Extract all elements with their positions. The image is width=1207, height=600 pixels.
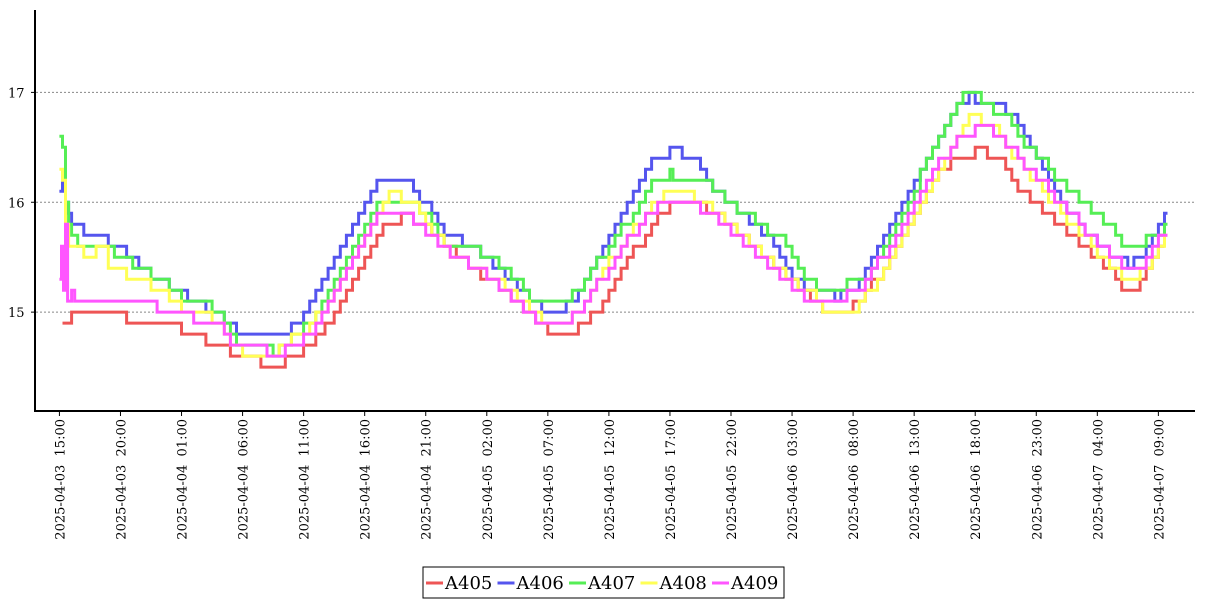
legend-label-a409: A409 bbox=[730, 573, 778, 594]
y-axis-ticks: 15 16 17 bbox=[8, 86, 35, 321]
x-tick-label: 2025-04-07 09:00 bbox=[1152, 419, 1167, 540]
series-line-a409 bbox=[59, 123, 1168, 358]
x-tick-label: 2025-04-03 20:00 bbox=[115, 419, 130, 540]
x-tick-label: 2025-04-05 17:00 bbox=[664, 419, 679, 540]
x-tick-label: 2025-04-06 13:00 bbox=[908, 419, 923, 540]
legend: A405 A406 A407 A408 A409 bbox=[422, 566, 785, 599]
y-tick-label: 17 bbox=[8, 86, 25, 101]
x-tick-label: 2025-04-04 01:00 bbox=[176, 419, 191, 540]
legend-label-a407: A407 bbox=[587, 573, 635, 594]
legend-label-a405: A405 bbox=[444, 573, 492, 594]
x-tick-label: 2025-04-05 07:00 bbox=[542, 419, 557, 540]
x-tick-label: 2025-04-06 08:00 bbox=[847, 419, 862, 540]
x-tick-label: 2025-04-04 21:00 bbox=[420, 419, 435, 540]
x-tick-label: 2025-04-06 23:00 bbox=[1030, 419, 1045, 540]
x-tick-label: 2025-04-07 04:00 bbox=[1091, 419, 1106, 540]
series-lines bbox=[59, 90, 1168, 369]
legend-label-a408: A408 bbox=[659, 573, 707, 594]
x-axis-ticks: 2025-04-03 15:00 2025-04-03 20:00 2025-04-… bbox=[53, 411, 1167, 540]
y-tick-label: 16 bbox=[8, 196, 25, 211]
legend-label-a406: A406 bbox=[516, 573, 564, 594]
x-tick-label: 2025-04-05 22:00 bbox=[725, 419, 740, 540]
series-line-a407 bbox=[59, 90, 1168, 358]
x-tick-label: 2025-04-04 11:00 bbox=[298, 419, 313, 540]
axes bbox=[34, 10, 1195, 412]
x-tick-label: 2025-04-05 02:00 bbox=[481, 419, 496, 540]
x-tick-label: 2025-04-05 12:00 bbox=[603, 419, 618, 540]
x-tick-label: 2025-04-03 15:00 bbox=[53, 419, 68, 540]
x-tick-label: 2025-04-06 18:00 bbox=[969, 419, 984, 540]
x-tick-label: 2025-04-06 03:00 bbox=[786, 419, 801, 540]
x-tick-label: 2025-04-04 06:00 bbox=[237, 419, 252, 540]
series-line-a406 bbox=[59, 90, 1168, 336]
y-tick-label: 15 bbox=[8, 306, 25, 321]
horizontal-gridlines bbox=[36, 91, 1195, 313]
x-tick-label: 2025-04-04 16:00 bbox=[359, 419, 374, 540]
